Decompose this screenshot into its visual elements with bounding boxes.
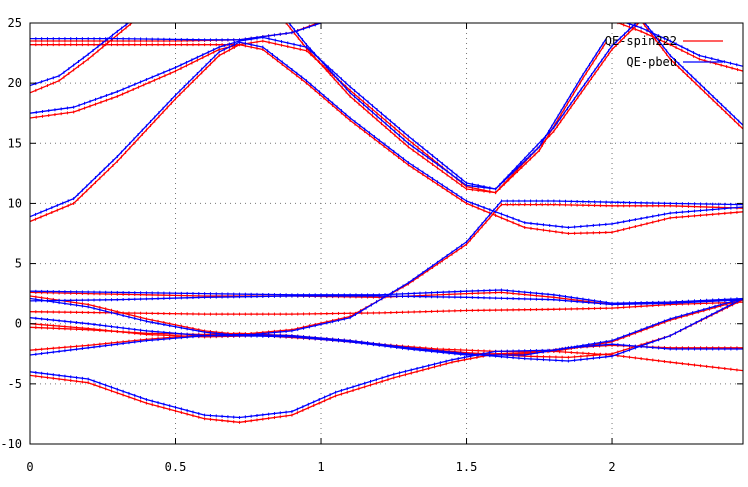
y-tick-label: 15 bbox=[8, 136, 22, 150]
plot-frame bbox=[29, 22, 744, 445]
band-line bbox=[30, 200, 743, 337]
tick-marks bbox=[29, 22, 743, 445]
y-tick-label: -10 bbox=[0, 437, 22, 451]
y-tick-label: 10 bbox=[8, 196, 22, 210]
x-tick-label: 1 bbox=[317, 460, 324, 474]
x-tick-label: 2 bbox=[608, 460, 615, 474]
legend: QE-spin222 QE-pbeu bbox=[605, 34, 723, 69]
x-tick-label: 0 bbox=[26, 460, 33, 474]
x-tick-label: 1.5 bbox=[456, 460, 478, 474]
y-tick-label: 0 bbox=[15, 317, 22, 331]
y-tick-label: 25 bbox=[8, 16, 22, 30]
y-tick-label: 5 bbox=[15, 257, 22, 271]
legend-label: QE-spin222 bbox=[605, 34, 677, 48]
y-tick-label: -5 bbox=[8, 377, 22, 391]
tick-labels: 0 0.5 1 1.5 2 -10 -5 0 5 10 15 20 25 bbox=[0, 16, 615, 474]
x-tick-label: 0.5 bbox=[165, 460, 187, 474]
series-QE-pbeu bbox=[30, 23, 743, 420]
y-tick-label: 20 bbox=[8, 76, 22, 90]
legend-label: QE-pbeu bbox=[626, 55, 677, 69]
series-layer bbox=[30, 23, 743, 424]
